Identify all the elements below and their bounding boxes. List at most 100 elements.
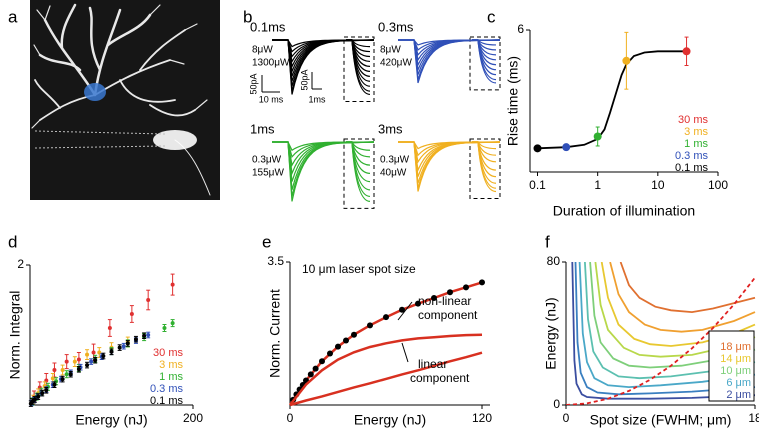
x-axis-label: Energy (nJ) — [354, 412, 426, 428]
inset-box — [469, 36, 501, 91]
marker — [36, 394, 41, 399]
marker — [40, 391, 45, 396]
trace-title: 3ms — [378, 121, 403, 136]
marker — [117, 345, 122, 350]
soma-marker — [84, 83, 106, 101]
marker — [60, 377, 65, 382]
x-tick-label: 0 — [287, 411, 294, 425]
annotation-pointer — [397, 301, 413, 321]
marker — [121, 344, 126, 349]
marker — [89, 359, 94, 364]
trace-title: 0.1ms — [250, 19, 286, 34]
micrograph — [30, 0, 220, 200]
marker — [367, 322, 373, 329]
series-line — [584, 262, 756, 380]
marker — [146, 333, 151, 337]
annotation: component — [418, 308, 478, 322]
series-line — [289, 333, 483, 406]
image-background — [30, 0, 220, 200]
marker — [85, 363, 90, 368]
panel-letter: f — [545, 232, 550, 251]
pipette-outline — [34, 145, 166, 149]
x-tick-label: 18 — [748, 411, 759, 425]
marker — [60, 368, 65, 372]
marker — [682, 47, 691, 56]
inset-trace — [346, 141, 371, 202]
marker — [91, 350, 96, 355]
legend-label: 6 μm — [726, 377, 751, 389]
power-label: 8μW — [252, 45, 273, 56]
marker — [129, 312, 134, 316]
marker — [463, 284, 469, 291]
trace — [398, 141, 501, 192]
legend-label: 0.1 ms — [675, 162, 709, 174]
annotation: linear — [418, 357, 447, 371]
series-line — [609, 262, 756, 333]
scale-bar-label: 50pA — [299, 69, 309, 90]
trace — [398, 141, 501, 189]
series-line — [574, 262, 756, 396]
inset-trace — [346, 39, 371, 96]
panel-letter: c — [487, 7, 496, 26]
inset-trace — [472, 141, 497, 193]
series-line — [571, 262, 756, 400]
marker — [64, 359, 69, 364]
trace — [272, 39, 375, 95]
series-line — [537, 50, 687, 150]
x-tick-label: 200 — [183, 411, 203, 425]
marker — [170, 321, 175, 326]
inset-box — [469, 138, 501, 199]
marker — [133, 337, 138, 342]
x-axis-label: Energy (nJ) — [75, 412, 147, 428]
marker — [622, 56, 631, 65]
marker — [109, 349, 114, 354]
annotation: non-linear — [418, 294, 471, 308]
legend-label: 18 μm — [720, 341, 751, 353]
power-label: 155μW — [252, 168, 284, 179]
marker — [479, 279, 485, 286]
scale-bar-label: 1ms — [308, 94, 326, 104]
marker — [562, 143, 571, 152]
marker — [319, 358, 325, 365]
y-axis-label: Energy (nJ) — [543, 297, 559, 369]
inset-box — [343, 138, 375, 209]
marker — [327, 350, 333, 357]
marker — [125, 341, 130, 346]
marker — [343, 337, 349, 344]
legend-frame — [708, 330, 755, 402]
marker — [415, 300, 421, 307]
marker — [146, 298, 151, 302]
x-tick-label: 0.1 — [529, 178, 546, 192]
inset-trace — [346, 141, 371, 158]
inset-trace — [472, 39, 497, 84]
marker — [142, 333, 147, 338]
marker — [76, 367, 81, 372]
inset-box — [343, 36, 375, 102]
legend-label: 0.3 ms — [150, 383, 184, 395]
marker — [52, 368, 57, 372]
series-line — [578, 262, 756, 389]
panel-letter: b — [243, 7, 252, 26]
marker — [447, 289, 453, 296]
x-tick-label: 10 — [651, 178, 665, 192]
marker — [93, 358, 98, 363]
marker — [64, 372, 69, 377]
marker — [76, 357, 81, 362]
y-tick-label: 80 — [547, 254, 561, 268]
legend-label: 30 ms — [153, 347, 183, 359]
chart-title: 10 μm laser spot size — [302, 262, 416, 276]
y-axis-label: Norm. Integral — [7, 291, 23, 380]
marker — [101, 354, 106, 358]
trace-title: 1ms — [250, 121, 275, 136]
marker — [72, 359, 77, 364]
trace — [398, 39, 501, 84]
x-tick-label: 100 — [708, 178, 728, 192]
marker — [85, 352, 90, 357]
marker — [399, 306, 405, 313]
marker — [52, 382, 57, 387]
marker — [107, 326, 112, 330]
marker — [68, 372, 73, 377]
legend-label: 0.1 ms — [150, 395, 184, 407]
